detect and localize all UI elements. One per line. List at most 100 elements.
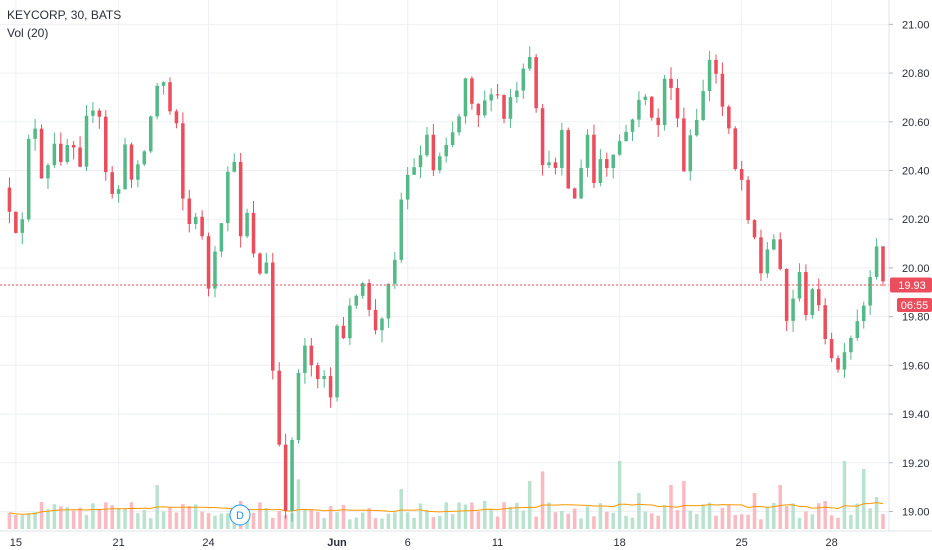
volume-bar: [637, 493, 641, 529]
candle: [399, 192, 404, 263]
candle: [861, 301, 866, 329]
volume-bar: [823, 501, 827, 529]
candle: [463, 77, 468, 124]
candle: [649, 96, 654, 121]
candle: [855, 309, 860, 341]
candle: [335, 324, 339, 402]
volume-bar: [399, 489, 404, 529]
candle: [752, 219, 757, 240]
candle: [547, 150, 551, 169]
candle: [412, 158, 416, 176]
volume-bar: [386, 513, 391, 529]
y-tick-label: 20.60: [902, 117, 930, 129]
candle: [572, 187, 577, 199]
volume-bar: [425, 509, 429, 529]
volume-bar: [444, 502, 448, 529]
candle: [71, 140, 76, 160]
volume-bar: [367, 508, 371, 529]
candle: [720, 62, 725, 117]
candle: [457, 113, 461, 136]
dividend-marker[interactable]: D: [229, 504, 251, 526]
volume-bar: [624, 515, 628, 529]
volume-bar: [59, 506, 63, 529]
volume-bar: [656, 515, 660, 529]
candle: [78, 136, 82, 168]
candle: [206, 232, 211, 297]
volume-bar: [457, 502, 461, 529]
volume-bar: [322, 518, 326, 529]
volume-ma-line: [9, 502, 884, 515]
volume-bar: [746, 514, 750, 529]
candle: [251, 200, 256, 258]
volume-bar: [110, 505, 114, 529]
volume-bar: [277, 510, 281, 529]
volume-bar: [136, 513, 140, 529]
volume-bar: [78, 507, 82, 529]
symbol-title[interactable]: KEYCORP, 30, BATS: [7, 8, 122, 22]
candle: [617, 134, 622, 156]
candle: [874, 238, 879, 280]
candle: [675, 79, 680, 128]
candle: [836, 355, 840, 373]
candle: [829, 332, 834, 362]
candle: [444, 137, 448, 163]
candle: [148, 115, 153, 154]
candle: [193, 213, 198, 230]
volume-bar: [470, 502, 474, 529]
candle: [508, 88, 513, 128]
candle: [226, 166, 230, 232]
candle: [52, 132, 57, 169]
candle: [598, 149, 603, 187]
x-tick-label: 21: [112, 537, 124, 549]
volume-ma: [9, 502, 884, 515]
volume-bar: [412, 517, 416, 529]
volume-bar: [727, 504, 731, 529]
volume-bar: [874, 497, 879, 529]
volume-bar: [264, 508, 269, 529]
candle: [328, 367, 333, 408]
candle: [688, 129, 693, 181]
candle: [450, 121, 455, 148]
candle: [772, 234, 776, 251]
x-tick-label: Jun: [327, 537, 347, 549]
candle: [181, 112, 185, 211]
volume-bars: [7, 461, 885, 529]
volume-bar: [579, 518, 583, 529]
volume-bar: [258, 502, 262, 529]
volume-indicator-label[interactable]: Vol (20): [7, 26, 49, 40]
candle: [59, 132, 63, 166]
candle: [682, 107, 686, 172]
y-tick-label: 20.80: [902, 68, 930, 80]
volume-bar: [810, 514, 815, 529]
candle: [656, 108, 660, 138]
candle: [341, 316, 346, 340]
candle: [136, 160, 140, 188]
volume-bar: [476, 511, 481, 529]
candle: [97, 108, 102, 129]
volume-bar: [52, 504, 57, 529]
volume-bar: [515, 502, 519, 529]
volume-bar: [714, 515, 718, 529]
candle: [527, 46, 532, 72]
candle: [309, 337, 314, 377]
volume-bar: [142, 510, 147, 529]
volume-bar: [438, 515, 442, 529]
volume-bar: [881, 514, 885, 529]
volume-bar: [817, 503, 821, 529]
volume-bar: [315, 511, 320, 529]
price-axis: 21.00 20.80 20.60 20.40 20.20 20.00 19.80 19.60…: [889, 19, 930, 519]
candle: [283, 433, 288, 519]
candle: [264, 252, 269, 274]
candle: [579, 159, 583, 199]
volume-bar: [868, 508, 872, 529]
volume-bar: [26, 513, 31, 529]
volume-bar: [405, 512, 410, 529]
candle: [662, 74, 667, 131]
volume-bar: [46, 509, 50, 529]
volume-bar: [720, 507, 725, 529]
candle: [219, 222, 224, 257]
candle: [354, 294, 359, 310]
candle: [7, 177, 12, 224]
candle: [14, 211, 18, 234]
